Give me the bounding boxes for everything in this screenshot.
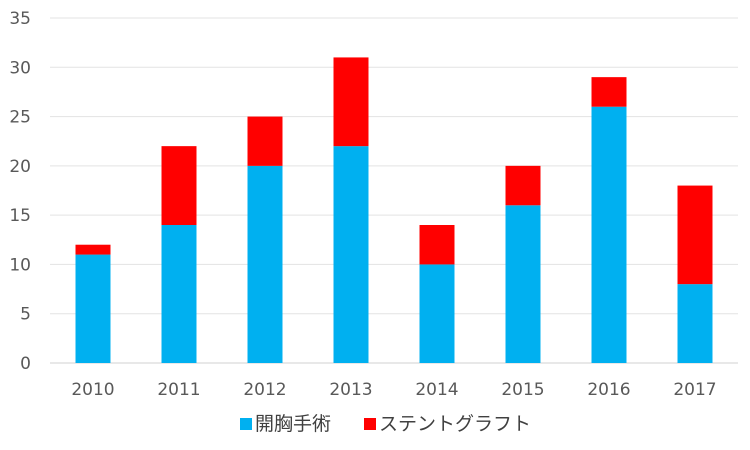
y-tick-label: 35 xyxy=(9,9,31,29)
y-tick-label: 0 xyxy=(20,354,31,374)
x-tick-label: 2011 xyxy=(157,380,200,400)
x-tick-label: 2010 xyxy=(71,380,114,400)
y-axis-tick-labels: 0 5 10 15 20 25 30 35 xyxy=(9,9,31,374)
legend-label: ステントグラフト xyxy=(379,413,531,435)
bar-segment-stent-graft-2017 xyxy=(677,185,713,285)
bar-segment-stent-graft-2015 xyxy=(505,165,541,206)
bar-segment-stent-graft-2014 xyxy=(419,225,455,265)
x-axis-tick-labels: 2010 2011 2012 2013 2014 2015 2016 2017 xyxy=(71,380,716,400)
bar-segment-stent-graft-2011 xyxy=(161,146,197,225)
bar-segment-open-surgery-2014 xyxy=(419,264,455,363)
gridlines xyxy=(50,17,738,364)
bar-segment-stent-graft-2010 xyxy=(75,244,111,255)
x-tick-label: 2012 xyxy=(243,380,286,400)
x-tick-label: 2014 xyxy=(415,380,458,400)
bar-segment-open-surgery-2012 xyxy=(247,165,283,363)
legend: 開胸手術 ステントグラフト xyxy=(240,413,531,435)
y-tick-label: 30 xyxy=(9,58,31,78)
y-tick-label: 5 xyxy=(20,305,31,325)
bar-segment-stent-graft-2012 xyxy=(247,116,283,166)
bar-segment-open-surgery-2011 xyxy=(161,225,197,363)
bar-segment-open-surgery-2015 xyxy=(505,205,541,363)
y-tick-label: 10 xyxy=(9,255,31,275)
legend-swatch xyxy=(240,418,252,430)
bar-segment-open-surgery-2017 xyxy=(677,284,713,363)
legend-label: 開胸手術 xyxy=(255,413,331,435)
x-tick-label: 2013 xyxy=(329,380,372,400)
bars xyxy=(75,57,713,363)
x-tick-label: 2017 xyxy=(673,380,716,400)
x-tick-label: 2015 xyxy=(501,380,544,400)
bar-segment-open-surgery-2013 xyxy=(333,146,369,363)
bar-segment-open-surgery-2010 xyxy=(75,254,111,363)
y-tick-label: 20 xyxy=(9,157,31,177)
y-tick-label: 15 xyxy=(9,206,31,226)
bar-segment-stent-graft-2016 xyxy=(591,77,627,107)
y-tick-label: 25 xyxy=(9,108,31,128)
x-tick-label: 2016 xyxy=(587,380,630,400)
bar-segment-open-surgery-2016 xyxy=(591,106,627,363)
legend-swatch xyxy=(364,418,376,430)
bar-segment-stent-graft-2013 xyxy=(333,57,369,147)
